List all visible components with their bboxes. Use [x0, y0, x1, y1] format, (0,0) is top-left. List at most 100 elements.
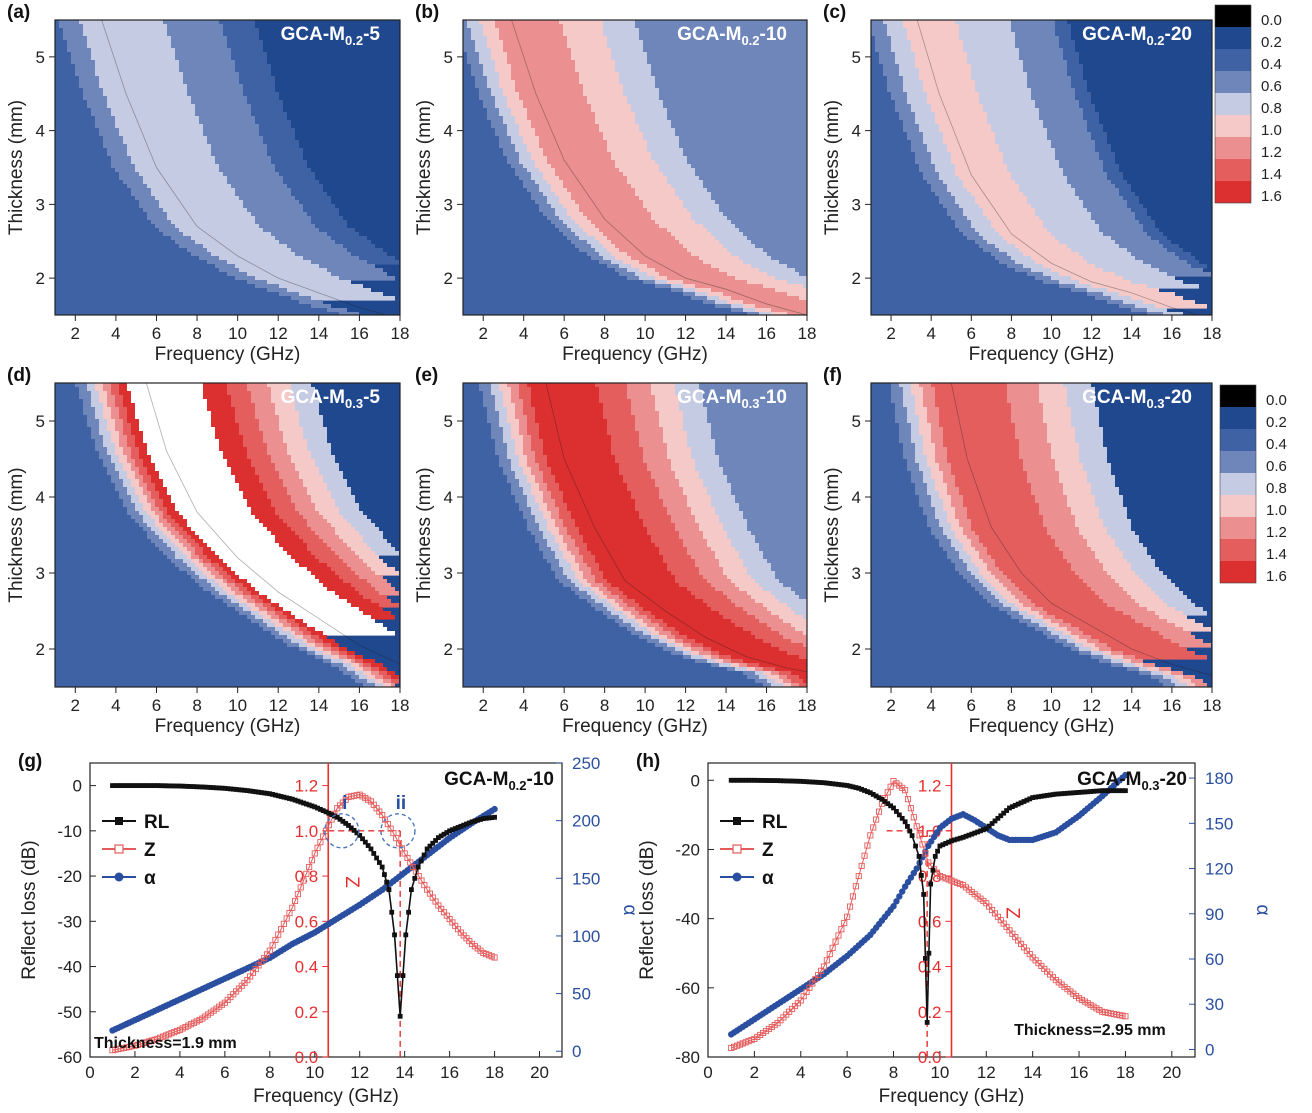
- heatmap-band: [1039, 611, 1047, 616]
- heatmap-band: [871, 272, 1027, 277]
- heatmap-band: [211, 415, 235, 420]
- heatmap-band: [231, 567, 307, 572]
- rl-point: [403, 932, 409, 938]
- heatmap-band: [959, 28, 1011, 33]
- heatmap-band: [135, 459, 143, 464]
- heatmap-band: [371, 599, 391, 604]
- rl-point: [1073, 790, 1079, 796]
- heatmap-band: [871, 176, 923, 181]
- heatmap-band: [259, 519, 283, 524]
- x-tick-label: 12: [350, 1063, 369, 1082]
- heatmap-band: [723, 212, 807, 217]
- heatmap-band: [251, 607, 259, 612]
- heatmap-band: [751, 595, 775, 600]
- colorbar-tick-label: 0.4: [1266, 436, 1287, 453]
- heatmap-band: [55, 423, 87, 428]
- heatmap-band: [511, 423, 519, 428]
- heatmap-band: [1119, 188, 1131, 193]
- rl-point: [841, 782, 847, 788]
- heatmap-band: [163, 531, 171, 536]
- heatmap-band: [639, 124, 671, 129]
- heatmap-band: [643, 44, 807, 49]
- heatmap-band: [131, 423, 139, 428]
- heatmap-band: [83, 92, 103, 97]
- heatmap-band: [603, 583, 611, 588]
- heatmap-band: [303, 515, 323, 520]
- heatmap-band: [955, 531, 963, 536]
- heatmap-band: [483, 28, 499, 33]
- heatmap-band: [55, 252, 191, 257]
- rl-point: [902, 819, 908, 825]
- heatmap-band: [303, 619, 375, 624]
- heatmap-band: [875, 48, 891, 53]
- heatmap-band: [915, 52, 967, 57]
- heatmap-band: [623, 479, 655, 484]
- heatmap-band: [363, 667, 371, 672]
- heatmap-band: [187, 571, 195, 576]
- heatmap-band: [255, 467, 275, 472]
- heatmap-band: [515, 144, 527, 149]
- heatmap-band: [711, 547, 735, 552]
- heatmap-band: [551, 164, 615, 169]
- heatmap-band: [683, 539, 707, 544]
- heatmap-band: [219, 447, 247, 452]
- heatmap-band: [871, 28, 887, 33]
- heatmap-band: [1007, 164, 1059, 169]
- heatmap-band: [923, 172, 939, 177]
- heatmap-band: [1111, 651, 1123, 656]
- heatmap-band: [899, 64, 915, 69]
- heatmap-band: [1027, 479, 1059, 484]
- heatmap-band: [255, 116, 287, 121]
- heatmap-band: [595, 112, 635, 117]
- heatmap-band: [291, 391, 315, 396]
- heatmap-band: [647, 623, 659, 628]
- heatmap-band: [1079, 196, 1123, 201]
- heatmap-band: [75, 72, 95, 77]
- heatmap-band: [1123, 659, 1131, 664]
- heatmap-band: [287, 615, 295, 620]
- heatmap-band: [463, 188, 527, 193]
- heatmap-band: [735, 667, 747, 672]
- heatmap-band: [199, 583, 211, 588]
- rl-point: [838, 782, 844, 788]
- heatmap-band: [143, 459, 151, 464]
- heatmap-band: [251, 591, 259, 596]
- heatmap-band: [691, 296, 707, 301]
- heatmap-band: [1055, 236, 1111, 241]
- colorbar-swatch: [1220, 407, 1256, 429]
- heatmap-band: [975, 240, 987, 245]
- heatmap-band: [111, 475, 119, 480]
- heatmap-band: [919, 68, 971, 73]
- heatmap-band: [663, 104, 807, 109]
- heatmap-band: [123, 451, 131, 456]
- heatmap-band: [667, 108, 807, 113]
- heatmap-band: [1019, 599, 1031, 604]
- heatmap-band: [667, 643, 675, 648]
- heatmap-band: [343, 659, 351, 664]
- rl-point: [1033, 794, 1038, 800]
- heatmap-band: [463, 655, 683, 660]
- heatmap-band: [551, 495, 563, 500]
- heatmap-band: [1103, 523, 1131, 528]
- x-tick-label: 10: [1042, 696, 1061, 715]
- heatmap-band: [571, 551, 579, 556]
- heatmap-band: [1047, 228, 1099, 233]
- heatmap-band: [363, 671, 371, 676]
- y-tick-label: 2: [444, 640, 453, 659]
- y-tick-label: 5: [852, 48, 861, 67]
- heatmap-band: [103, 387, 111, 392]
- heatmap-band: [635, 120, 671, 125]
- heatmap-band: [211, 411, 235, 416]
- heatmap-band: [247, 383, 267, 388]
- heatmap-band: [979, 551, 987, 556]
- heatmap-band: [1067, 627, 1079, 632]
- heatmap-band: [207, 140, 263, 145]
- heatmap-band: [1095, 503, 1123, 508]
- heatmap-band: [643, 607, 711, 612]
- heatmap-band: [231, 399, 251, 404]
- heatmap-band: [143, 435, 215, 440]
- heatmap-band: [543, 495, 551, 500]
- heatmap-band: [563, 28, 603, 33]
- heatmap-band: [731, 539, 755, 544]
